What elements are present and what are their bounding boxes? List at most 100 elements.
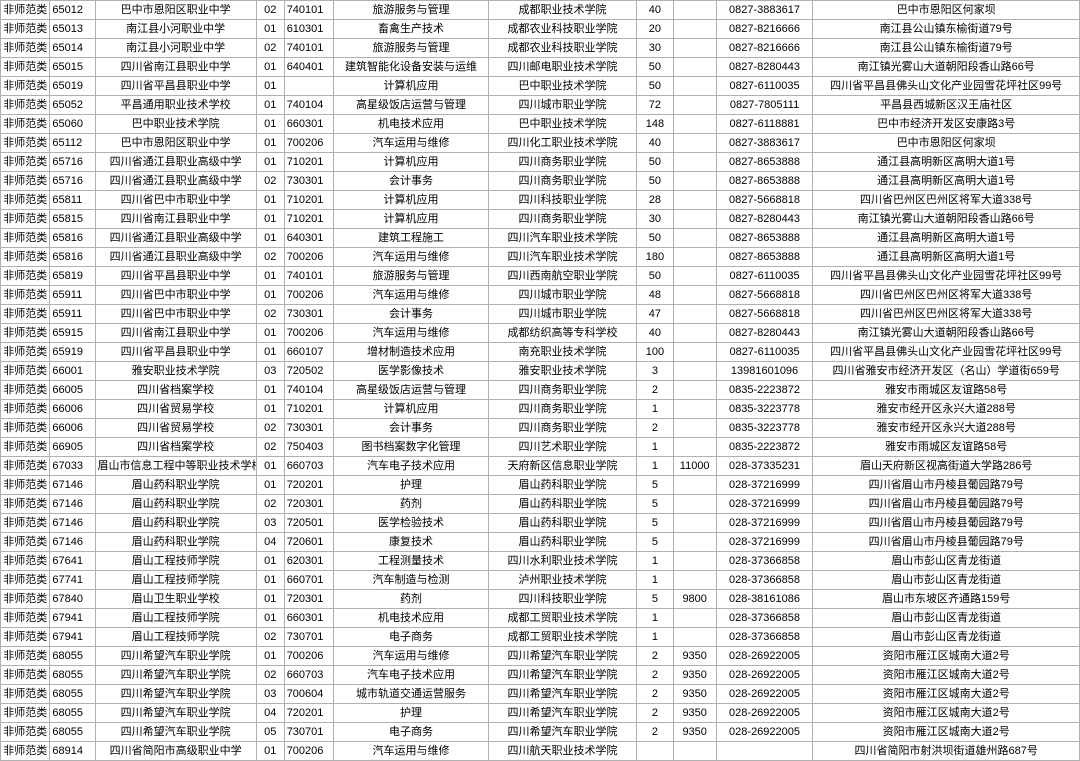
cell: 非师范类 (1, 571, 50, 590)
cell: 成都纺织高等专科学校 (488, 324, 636, 343)
cell: 汽车运用与维修 (334, 286, 489, 305)
cell (673, 248, 716, 267)
cell: 四川省简阳市高级职业中学 (95, 742, 256, 761)
cell: 资阳市雁江区城南大道2号 (813, 704, 1080, 723)
cell: 700604 (284, 685, 333, 704)
cell: 四川希望汽车职业学院 (488, 685, 636, 704)
cell: 01 (256, 457, 284, 476)
cell: 会计事务 (334, 305, 489, 324)
cell (673, 172, 716, 191)
cell: 汽车电子技术应用 (334, 457, 489, 476)
cell: 成都农业科技职业学院 (488, 39, 636, 58)
cell: 730301 (284, 419, 333, 438)
cell: 1 (637, 552, 674, 571)
cell: 9800 (673, 590, 716, 609)
table-row: 非师范类65015四川省南江县职业中学01640401建筑智能化设备安装与运维四… (1, 58, 1080, 77)
cell: 148 (637, 115, 674, 134)
cell (673, 115, 716, 134)
cell: 四川希望汽车职业学院 (95, 723, 256, 742)
cell: 天府新区信息职业学院 (488, 457, 636, 476)
cell: 非师范类 (1, 704, 50, 723)
cell (673, 1, 716, 20)
cell: 48 (637, 286, 674, 305)
cell: 1 (637, 609, 674, 628)
cell: 0835-3223778 (716, 400, 813, 419)
cell: 非师范类 (1, 742, 50, 761)
cell: 710201 (284, 191, 333, 210)
cell: 40 (637, 134, 674, 153)
cell: 非师范类 (1, 77, 50, 96)
cell: 成都工贸职业技术学院 (488, 628, 636, 647)
cell: 非师范类 (1, 438, 50, 457)
cell: 四川汽车职业技术学院 (488, 229, 636, 248)
cell: 四川城市职业学院 (488, 286, 636, 305)
cell: 01 (256, 134, 284, 153)
cell: 04 (256, 704, 284, 723)
cell (673, 229, 716, 248)
cell (673, 58, 716, 77)
cell: 非师范类 (1, 229, 50, 248)
cell: 眉山药科职业学院 (95, 476, 256, 495)
cell: 0827-8653888 (716, 172, 813, 191)
cell: 66006 (50, 400, 95, 419)
table-row: 非师范类68055四川希望汽车职业学院02660703汽车电子技术应用四川希望汽… (1, 666, 1080, 685)
cell (673, 495, 716, 514)
cell: 13981601096 (716, 362, 813, 381)
cell: 01 (256, 96, 284, 115)
cell: 660703 (284, 457, 333, 476)
cell: 非师范类 (1, 305, 50, 324)
cell: 1 (637, 628, 674, 647)
cell: 非师范类 (1, 210, 50, 229)
cell: 四川省通江县职业高级中学 (95, 172, 256, 191)
cell: 028-37366858 (716, 571, 813, 590)
cell: 01 (256, 590, 284, 609)
cell: 0835-3223778 (716, 419, 813, 438)
data-table: 非师范类65012巴中市恩阳区职业中学02740101旅游服务与管理成都职业技术… (0, 0, 1080, 761)
cell: 非师范类 (1, 476, 50, 495)
cell: 非师范类 (1, 172, 50, 191)
cell: 700206 (284, 134, 333, 153)
table-row: 非师范类68055四川希望汽车职业学院01700206汽车运用与维修四川希望汽车… (1, 647, 1080, 666)
cell: 02 (256, 172, 284, 191)
cell: 67641 (50, 552, 95, 571)
cell: 66905 (50, 438, 95, 457)
cell: 5 (637, 590, 674, 609)
cell: 65012 (50, 1, 95, 20)
cell: 四川省平昌县职业中学 (95, 77, 256, 96)
cell: 65915 (50, 324, 95, 343)
cell: 眉山药科职业学院 (95, 495, 256, 514)
cell: 四川科技职业学院 (488, 191, 636, 210)
cell: 01 (256, 571, 284, 590)
cell: 四川希望汽车职业学院 (488, 647, 636, 666)
cell: 四川省通江县职业高级中学 (95, 248, 256, 267)
cell: 700206 (284, 742, 333, 761)
cell: 四川省南江县职业中学 (95, 58, 256, 77)
cell: 雅安职业技术学院 (488, 362, 636, 381)
cell (673, 381, 716, 400)
cell: 非师范类 (1, 39, 50, 58)
cell: 028-26922005 (716, 685, 813, 704)
cell: 建筑智能化设备安装与运维 (334, 58, 489, 77)
cell: 四川省眉山市丹棱县葡园路79号 (813, 533, 1080, 552)
cell: 0827-3883617 (716, 134, 813, 153)
cell: 720201 (284, 476, 333, 495)
cell: 计算机应用 (334, 153, 489, 172)
cell: 720501 (284, 514, 333, 533)
cell (673, 77, 716, 96)
cell: 四川希望汽车职业学院 (488, 666, 636, 685)
table-row: 非师范类67033眉山市信息工程中等职业技术学校01660703汽车电子技术应用… (1, 457, 1080, 476)
table-row: 非师范类65811四川省巴中市职业中学01710201计算机应用四川科技职业学院… (1, 191, 1080, 210)
cell: 660703 (284, 666, 333, 685)
table-row: 非师范类65052平昌通用职业技术学校01740104高星级饭店运营与管理四川城… (1, 96, 1080, 115)
cell: 67941 (50, 628, 95, 647)
cell: 01 (256, 286, 284, 305)
cell: 02 (256, 419, 284, 438)
cell: 04 (256, 533, 284, 552)
cell: 67033 (50, 457, 95, 476)
cell: 四川城市职业学院 (488, 96, 636, 115)
cell: 护理 (334, 476, 489, 495)
cell: 660701 (284, 571, 333, 590)
cell: 眉山工程技师学院 (95, 628, 256, 647)
cell: 02 (256, 495, 284, 514)
cell: 660107 (284, 343, 333, 362)
